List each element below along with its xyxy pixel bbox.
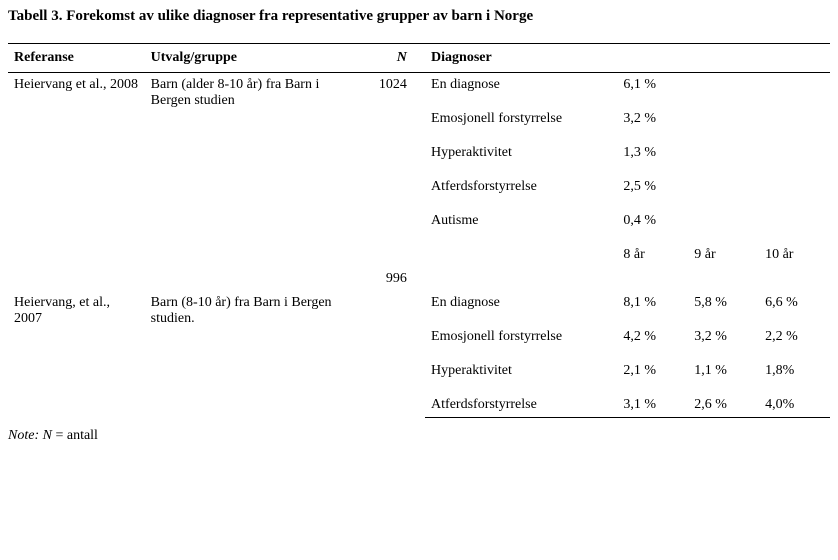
cell-ref: Heiervang, et al., 2007: [8, 291, 145, 418]
diag-label: Emosjonell forstyrrelse: [425, 107, 617, 131]
diag-value: 2,1 %: [617, 359, 688, 383]
diag-label: Hyperaktivitet: [425, 359, 617, 383]
header-gap: [413, 44, 425, 73]
age-header: 8 år: [617, 243, 688, 267]
age-header-row: 8 år 9 år 10 år: [8, 243, 830, 267]
cell-gap: [413, 73, 425, 166]
diag-value: 1,1 %: [688, 359, 759, 383]
diag-value: 2,6 %: [688, 393, 759, 418]
diag-label: Atferdsforstyrrelse: [425, 175, 617, 199]
diag-label: En diagnose: [425, 73, 617, 98]
diag-label: En diagnose: [425, 291, 617, 315]
diag-label: Emosjonell forstyrrelse: [425, 325, 617, 349]
diag-label: Autisme: [425, 209, 617, 233]
data-table: Referanse Utvalg/gruppe N Diagnoser Heie…: [8, 43, 830, 418]
note-prefix: Note: N: [8, 428, 52, 443]
diag-value: 4,0%: [759, 393, 830, 418]
age-header: 9 år: [688, 243, 759, 267]
table-header-row: Referanse Utvalg/gruppe N Diagnoser: [8, 44, 830, 73]
table-row: Heiervang, et al., 2007 Barn (8-10 år) f…: [8, 291, 830, 315]
table-row: Atferdsforstyrrelse 2,5 %: [8, 175, 830, 199]
table-row: Autisme 0,4 %: [8, 209, 830, 233]
diag-value: 3,1 %: [617, 393, 688, 418]
table-container: Tabell 3. Forekomst av ulike diagnoser f…: [0, 0, 838, 448]
diag-value: 0,4 %: [617, 209, 688, 233]
diag-value: 1,8%: [759, 359, 830, 383]
header-group: Utvalg/gruppe: [145, 44, 358, 73]
cell-ref: Heiervang et al., 2008: [8, 73, 145, 166]
diag-value: 3,2 %: [617, 107, 688, 131]
header-ref: Referanse: [8, 44, 145, 73]
table-title: Tabell 3. Forekomst av ulike diagnoser f…: [8, 4, 830, 43]
table-row: Heiervang et al., 2008 Barn (alder 8-10 …: [8, 73, 830, 98]
diag-value: 8,1 %: [617, 291, 688, 315]
header-diag: Diagnoser: [425, 44, 830, 73]
diag-value: 5,8 %: [688, 291, 759, 315]
diag-value: 1,3 %: [617, 141, 688, 165]
diag-value: 3,2 %: [688, 325, 759, 349]
note-rest: = antall: [52, 428, 98, 443]
diag-value: 4,2 %: [617, 325, 688, 349]
diag-value: 6,6 %: [759, 291, 830, 315]
cell-group: Barn (8-10 år) fra Barn i Bergen studien…: [145, 291, 358, 418]
diag-value: 6,1 %: [617, 73, 688, 98]
cell-n: 1024: [357, 73, 413, 166]
cell-n: 996: [357, 267, 413, 291]
diag-label: Hyperaktivitet: [425, 141, 617, 165]
cell-group: Barn (alder 8-10 år) fra Barn i Bergen s…: [145, 73, 358, 166]
age-header: 10 år: [759, 243, 830, 267]
diag-label: Atferdsforstyrrelse: [425, 393, 617, 418]
table-row: 996: [8, 267, 830, 291]
header-n: N: [357, 44, 413, 73]
diag-value: 2,2 %: [759, 325, 830, 349]
diag-value: 2,5 %: [617, 175, 688, 199]
table-note: Note: N = antall: [8, 418, 830, 444]
